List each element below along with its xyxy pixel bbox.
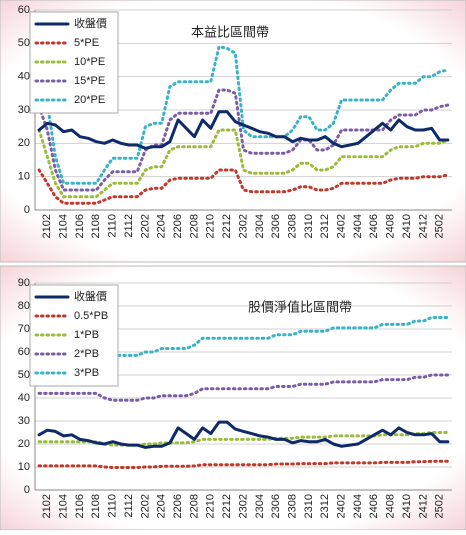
y-tick-label: 30 [18, 104, 30, 116]
x-tick-label: 2312 [319, 214, 331, 238]
x-tick-label: 2204 [156, 494, 168, 518]
x-tick-label: 2306 [270, 214, 282, 238]
series-line [37, 459, 450, 469]
x-tick-label: 2412 [417, 494, 429, 518]
x-tick-label: 2108 [90, 494, 102, 518]
x-tick-label: 2404 [352, 214, 364, 238]
y-tick-label: 90 [18, 277, 30, 289]
y-tick-label: 60 [18, 346, 30, 358]
series-line [37, 45, 450, 185]
x-tick-label: 2102 [41, 494, 53, 518]
legend-label: 3*PB [74, 367, 99, 379]
x-tick-label: 2106 [74, 494, 86, 518]
x-tick-label: 2404 [352, 494, 364, 518]
y-tick-label: 20 [18, 137, 30, 149]
x-tick-label: 2410 [401, 214, 413, 238]
x-tick-label: 2408 [385, 494, 397, 518]
x-tick-label: 2210 [205, 494, 217, 518]
legend-label: 2*PB [74, 348, 99, 360]
x-tick-label: 2202 [139, 494, 151, 518]
x-tick-label: 2104 [58, 494, 70, 518]
x-tick-label: 2202 [139, 214, 151, 238]
x-tick-label: 2108 [90, 214, 102, 238]
y-tick-label: 10 [18, 171, 30, 183]
x-tick-label: 2402 [336, 494, 348, 518]
series-line [37, 128, 450, 199]
x-tick-label: 2302 [237, 494, 249, 518]
legend-label: 1*PB [74, 329, 99, 341]
y-tick-label: 20 [18, 438, 30, 450]
y-tick-label: 10 [18, 461, 30, 473]
x-tick-label: 2110 [107, 214, 119, 238]
y-tick-label: 50 [18, 37, 30, 49]
x-tick-label: 2412 [417, 214, 429, 238]
x-tick-label: 2408 [385, 214, 397, 238]
x-tick-label: 2210 [205, 214, 217, 238]
series-line [37, 168, 450, 205]
x-tick-label: 2410 [401, 494, 413, 518]
chart-title: 本益比區間帶 [191, 24, 269, 39]
series-line [37, 88, 450, 192]
chart-title: 股價淨值比區間帶 [248, 299, 352, 314]
legend-label: 0.5*PB [74, 310, 108, 322]
series-line [37, 373, 450, 402]
x-tick-label: 2112 [123, 214, 135, 238]
legend-box [29, 284, 119, 387]
x-tick-label: 2502 [434, 214, 446, 238]
x-tick-label: 2502 [434, 494, 446, 518]
y-tick-label: 40 [18, 392, 30, 404]
x-tick-label: 2208 [188, 494, 200, 518]
y-tick-label: 60 [18, 4, 30, 16]
x-tick-label: 2308 [286, 214, 298, 238]
y-tick-label: 80 [18, 300, 30, 312]
series-line [37, 420, 450, 449]
legend-label: 15*PE [74, 75, 105, 87]
series-line [37, 110, 450, 150]
x-tick-label: 2312 [319, 494, 331, 518]
x-tick-label: 2206 [172, 494, 184, 518]
x-tick-label: 2310 [303, 214, 315, 238]
y-tick-label: 0 [24, 204, 30, 216]
y-tick-label: 70 [18, 323, 30, 335]
x-tick-label: 2106 [74, 214, 86, 238]
y-tick-label: 40 [18, 71, 30, 83]
legend-label: 20*PE [74, 94, 105, 106]
x-tick-label: 2206 [172, 214, 184, 238]
legend-label: 收盤價 [74, 16, 107, 30]
x-tick-label: 2402 [336, 214, 348, 238]
y-tick-label: 30 [18, 415, 30, 427]
x-tick-label: 2308 [286, 494, 298, 518]
x-tick-label: 2406 [368, 214, 380, 238]
x-tick-label: 2204 [156, 214, 168, 238]
x-tick-label: 2212 [221, 214, 233, 238]
x-tick-label: 2304 [254, 214, 266, 238]
legend-label: 收盤價 [74, 289, 107, 303]
legend-label: 10*PE [74, 56, 105, 68]
x-tick-label: 2302 [237, 214, 249, 238]
y-tick-label: 0 [24, 484, 30, 496]
legend-label: 5*PE [74, 37, 99, 49]
x-tick-label: 2304 [254, 494, 266, 518]
x-tick-label: 2110 [107, 494, 119, 518]
x-tick-label: 2310 [303, 494, 315, 518]
x-tick-label: 2104 [58, 214, 70, 238]
x-tick-label: 2112 [123, 494, 135, 518]
legend-box [29, 11, 119, 114]
y-tick-label: 50 [18, 369, 30, 381]
x-tick-label: 2212 [221, 494, 233, 518]
x-tick-label: 2406 [368, 494, 380, 518]
x-tick-label: 2102 [41, 214, 53, 238]
x-tick-label: 2208 [188, 214, 200, 238]
x-tick-label: 2306 [270, 494, 282, 518]
